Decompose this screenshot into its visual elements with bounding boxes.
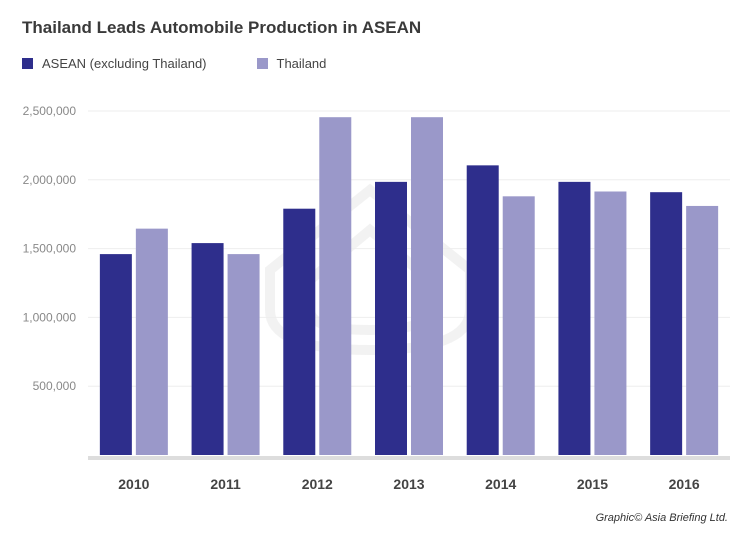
- legend-label-asean: ASEAN (excluding Thailand): [42, 56, 207, 71]
- x-tick-label: 2014: [485, 476, 516, 492]
- bar-thailand-2010: [135, 228, 168, 455]
- y-tick-label: 500,000: [33, 379, 77, 393]
- legend-swatch-asean: [22, 58, 33, 69]
- legend-swatch-thailand: [256, 58, 268, 69]
- bar-thailand-2013: [411, 117, 443, 455]
- credit-text: Graphic© Asia Briefing Ltd.: [595, 512, 728, 524]
- legend: ASEAN (excluding Thailand) Thailand: [22, 56, 376, 71]
- x-tick-label: 2011: [210, 476, 241, 492]
- bar-asean-2015: [558, 181, 591, 455]
- y-tick-label: 2,500,000: [23, 104, 77, 118]
- x-tick-label: 2012: [302, 476, 333, 492]
- bar-asean-2013: [375, 181, 407, 455]
- bar-thailand-2011: [227, 254, 260, 455]
- legend-item-thailand: Thailand: [256, 56, 327, 71]
- bar-asean-2014: [466, 165, 499, 456]
- bar-asean-2010: [99, 254, 132, 455]
- legend-label-thailand: Thailand: [276, 56, 327, 71]
- bar-asean-2012: [283, 208, 316, 455]
- x-tick-label: 2015: [577, 476, 608, 492]
- y-tick-label: 2,000,000: [23, 173, 77, 187]
- legend-item-asean: ASEAN (excluding Thailand): [22, 56, 207, 71]
- y-tick-label: 1,500,000: [23, 242, 77, 256]
- bar-thailand-2015: [594, 191, 627, 455]
- bar-thailand-2014: [502, 196, 535, 455]
- x-tick-label: 2010: [118, 476, 149, 492]
- x-tick-label: 2016: [669, 476, 700, 492]
- bar-thailand-2016: [686, 205, 719, 455]
- chart-title: Thailand Leads Automobile Production in …: [22, 18, 422, 37]
- y-tick-label: 1,000,000: [23, 310, 77, 324]
- x-tick-label: 2013: [393, 476, 424, 492]
- bar-asean-2011: [191, 243, 224, 455]
- bar-asean-2016: [650, 192, 683, 455]
- bar-thailand-2012: [319, 117, 352, 455]
